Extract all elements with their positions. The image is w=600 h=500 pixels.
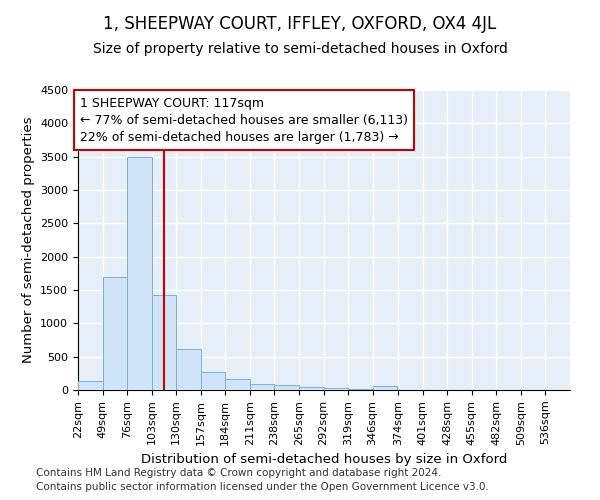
Bar — [103, 276, 127, 390]
Bar — [373, 386, 397, 390]
Bar — [274, 386, 299, 390]
Y-axis label: Number of semi-detached properties: Number of semi-detached properties — [22, 116, 35, 363]
Bar — [250, 384, 274, 390]
Bar — [226, 380, 250, 390]
Text: 1 SHEEPWAY COURT: 117sqm
← 77% of semi-detached houses are smaller (6,113)
22% o: 1 SHEEPWAY COURT: 117sqm ← 77% of semi-d… — [80, 96, 408, 144]
Text: Contains HM Land Registry data © Crown copyright and database right 2024.: Contains HM Land Registry data © Crown c… — [36, 468, 442, 477]
Bar — [201, 372, 226, 390]
Bar — [78, 382, 103, 390]
Text: 1, SHEEPWAY COURT, IFFLEY, OXFORD, OX4 4JL: 1, SHEEPWAY COURT, IFFLEY, OXFORD, OX4 4… — [103, 15, 497, 33]
Bar — [299, 386, 323, 390]
Bar — [127, 156, 152, 390]
X-axis label: Distribution of semi-detached houses by size in Oxford: Distribution of semi-detached houses by … — [141, 453, 507, 466]
Bar — [176, 348, 201, 390]
Text: Contains public sector information licensed under the Open Government Licence v3: Contains public sector information licen… — [36, 482, 489, 492]
Bar — [152, 294, 176, 390]
Text: Size of property relative to semi-detached houses in Oxford: Size of property relative to semi-detach… — [92, 42, 508, 56]
Bar — [323, 388, 348, 390]
Bar — [348, 388, 373, 390]
